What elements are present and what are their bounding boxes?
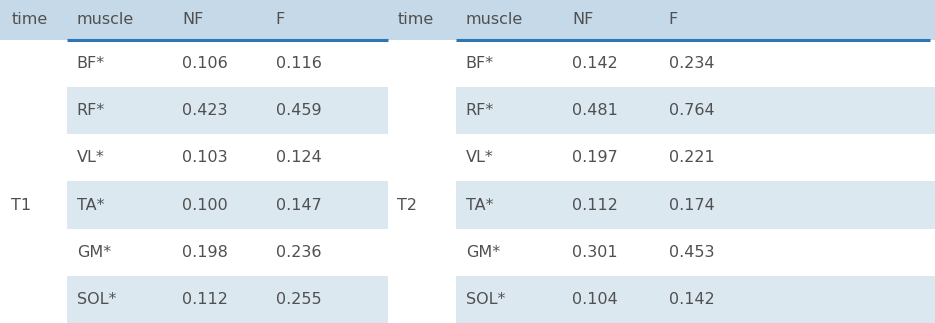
Text: GM*: GM* [466,245,499,260]
Text: T1: T1 [11,198,32,213]
Text: BF*: BF* [77,56,105,71]
Text: 0.103: 0.103 [182,151,228,165]
Text: 0.104: 0.104 [572,292,618,307]
Text: 0.236: 0.236 [276,245,322,260]
Text: NF: NF [572,13,594,27]
Bar [67,182,388,229]
Bar [67,87,388,134]
Text: RF*: RF* [77,103,105,118]
Text: 0.124: 0.124 [276,151,322,165]
Text: muscle: muscle [466,13,523,27]
Bar [456,182,935,229]
Text: 0.142: 0.142 [669,292,714,307]
Text: 0.459: 0.459 [276,103,322,118]
Text: GM*: GM* [77,245,110,260]
Text: 0.116: 0.116 [276,56,322,71]
Text: 0.221: 0.221 [669,151,714,165]
Text: T2: T2 [397,198,417,213]
Text: SOL*: SOL* [77,292,116,307]
Text: TA*: TA* [466,198,493,213]
Text: BF*: BF* [466,56,494,71]
Bar [0,0,935,40]
Text: 0.197: 0.197 [572,151,618,165]
Text: NF: NF [182,13,204,27]
Bar [456,276,935,323]
Text: 0.100: 0.100 [182,198,228,213]
Text: 0.234: 0.234 [669,56,714,71]
Text: VL*: VL* [466,151,494,165]
Text: TA*: TA* [77,198,104,213]
Text: 0.453: 0.453 [669,245,714,260]
Text: 0.106: 0.106 [182,56,228,71]
Text: 0.301: 0.301 [572,245,618,260]
Text: SOL*: SOL* [466,292,505,307]
Text: time: time [397,13,434,27]
Text: time: time [11,13,48,27]
Text: 0.764: 0.764 [669,103,714,118]
Text: 0.147: 0.147 [276,198,322,213]
Text: F: F [669,13,678,27]
Bar [67,276,388,323]
Text: RF*: RF* [466,103,494,118]
Text: 0.481: 0.481 [572,103,618,118]
Text: F: F [276,13,285,27]
Text: 0.423: 0.423 [182,103,228,118]
Text: 0.255: 0.255 [276,292,322,307]
Text: VL*: VL* [77,151,105,165]
Text: 0.174: 0.174 [669,198,714,213]
Text: 0.112: 0.112 [572,198,618,213]
Text: 0.142: 0.142 [572,56,618,71]
Text: 0.112: 0.112 [182,292,228,307]
Text: 0.198: 0.198 [182,245,228,260]
Text: muscle: muscle [77,13,134,27]
Bar [456,87,935,134]
